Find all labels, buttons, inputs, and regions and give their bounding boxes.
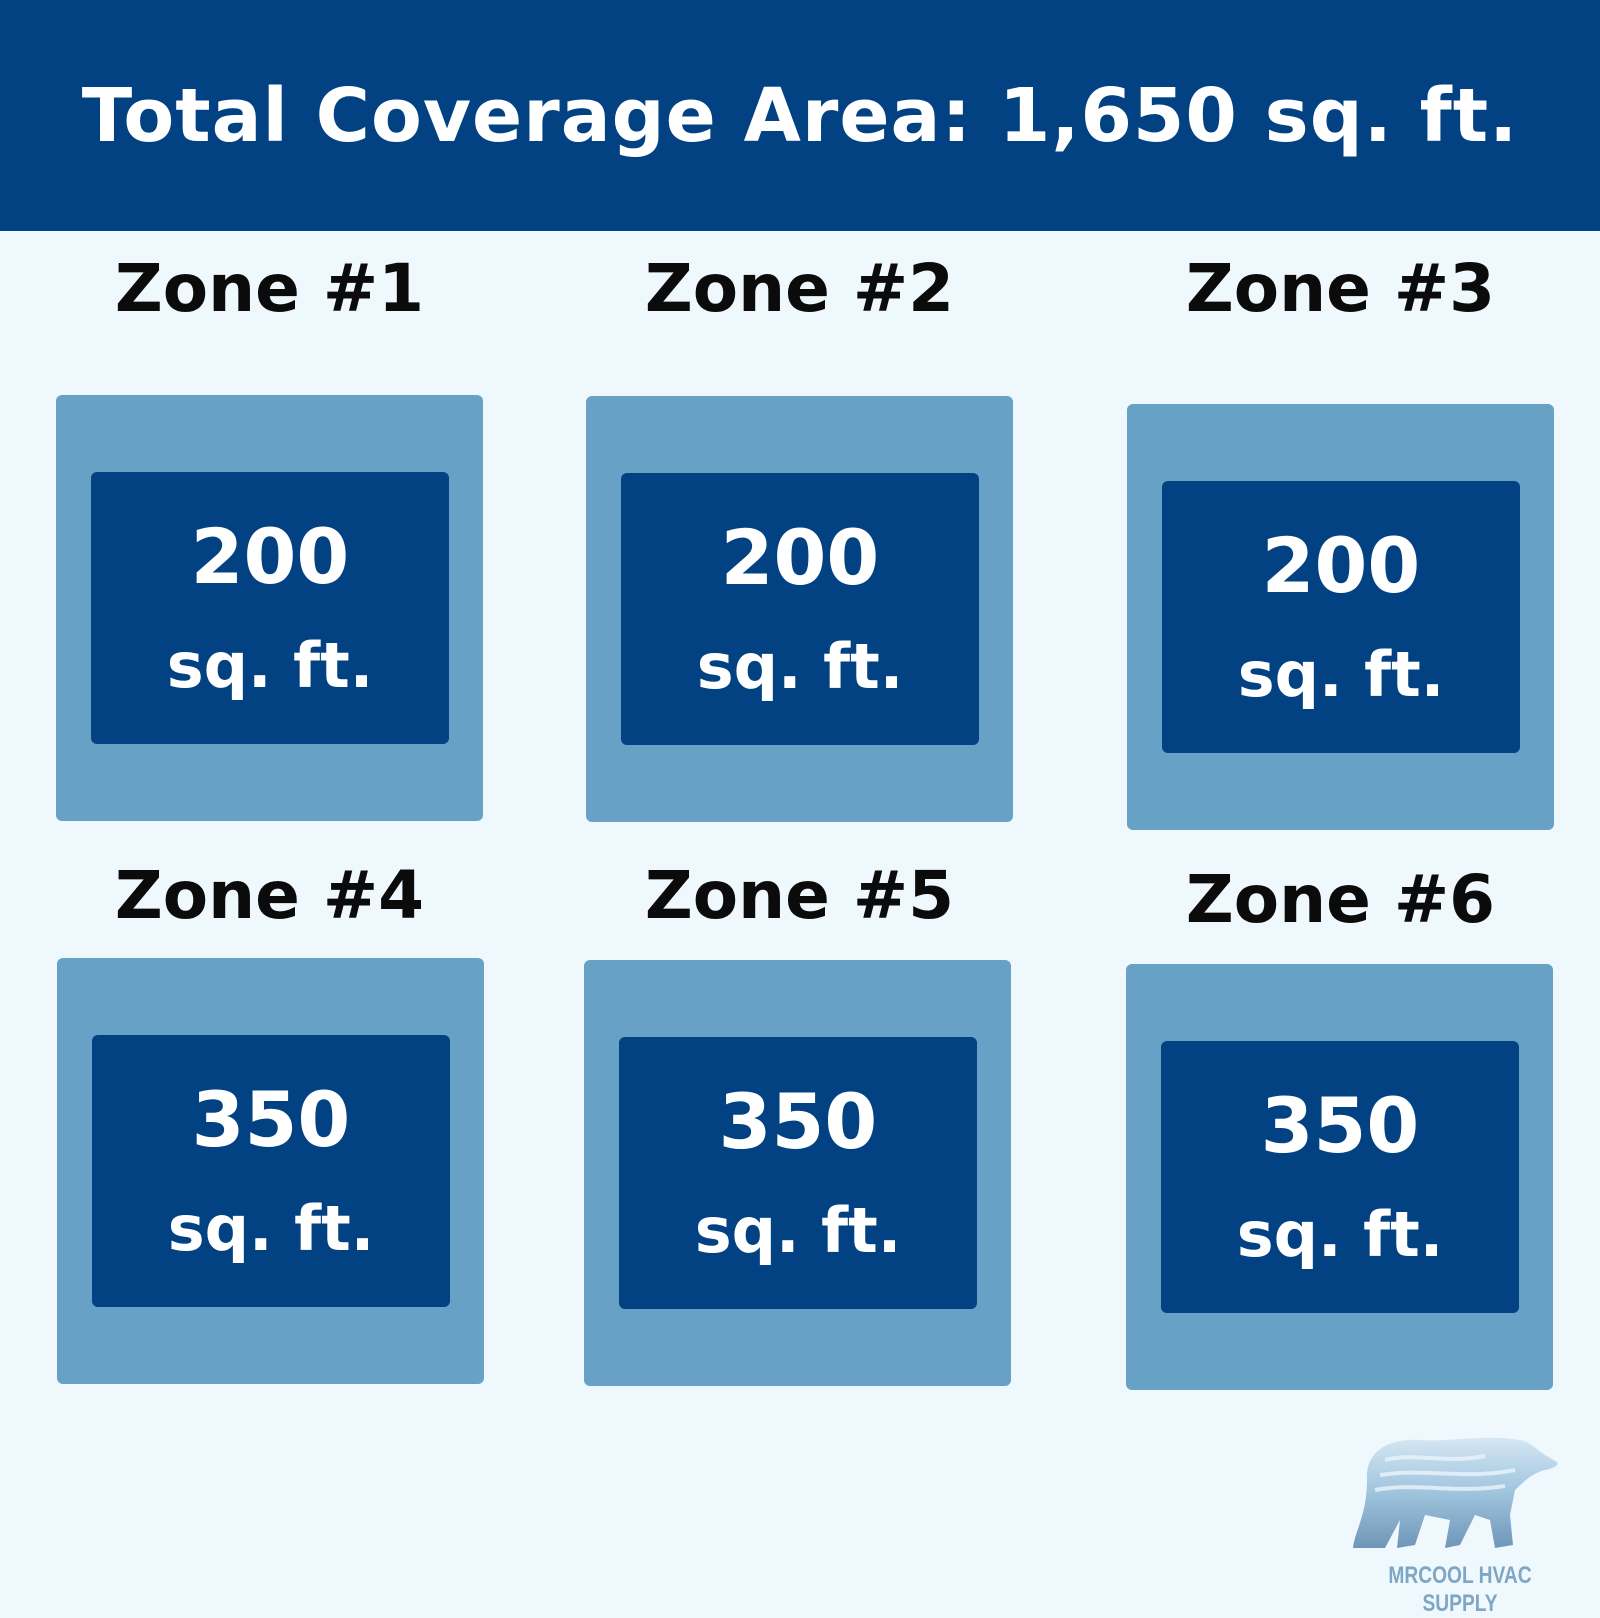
zone-1-label: Zone #1 [114, 250, 425, 327]
zone-2-value-panel: 200 sq. ft. [621, 473, 979, 745]
zone-3-unit: sq. ft. [1237, 638, 1445, 711]
zone-1-unit: sq. ft. [166, 629, 374, 702]
zone-4-box: 350 sq. ft. [57, 958, 484, 1384]
zone-2-box: 200 sq. ft. [586, 396, 1013, 822]
zone-2-value: 200 [720, 513, 880, 602]
zone-2-unit: sq. ft. [696, 630, 904, 703]
zone-4-unit: sq. ft. [167, 1192, 375, 1265]
polar-bear-icon [1353, 1437, 1558, 1548]
zone-1-value-panel: 200 sq. ft. [91, 472, 449, 744]
zone-6-box: 350 sq. ft. [1126, 964, 1553, 1390]
zone-2-label: Zone #2 [644, 250, 955, 327]
zone-6-label: Zone #6 [1185, 861, 1496, 938]
zone-3-value-panel: 200 sq. ft. [1162, 481, 1520, 753]
zone-6-unit: sq. ft. [1236, 1198, 1444, 1271]
zone-5-box: 350 sq. ft. [584, 960, 1011, 1386]
zone-3-label: Zone #3 [1185, 250, 1496, 327]
zone-4-value-panel: 350 sq. ft. [92, 1035, 450, 1307]
zone-6-value-panel: 350 sq. ft. [1161, 1041, 1519, 1313]
zone-5-value: 350 [718, 1077, 878, 1166]
brand-logo: MRCOOL HVAC SUPPLY [1345, 1420, 1575, 1617]
logo-text: MRCOOL HVAC SUPPLY [1388, 1562, 1532, 1617]
zone-6-value: 350 [1260, 1081, 1420, 1170]
zone-3-box: 200 sq. ft. [1127, 404, 1554, 830]
page-title: Total Coverage Area: 1,650 sq. ft. [81, 72, 1519, 159]
header-banner: Total Coverage Area: 1,650 sq. ft. [0, 0, 1600, 231]
zone-1-value: 200 [190, 512, 350, 601]
zone-4-label: Zone #4 [114, 857, 425, 934]
zone-3-value: 200 [1261, 521, 1421, 610]
zone-5-value-panel: 350 sq. ft. [619, 1037, 977, 1309]
zone-5-unit: sq. ft. [694, 1194, 902, 1267]
zone-5-label: Zone #5 [644, 857, 955, 934]
zone-4-value: 350 [191, 1075, 351, 1164]
zone-1-box: 200 sq. ft. [56, 395, 483, 821]
